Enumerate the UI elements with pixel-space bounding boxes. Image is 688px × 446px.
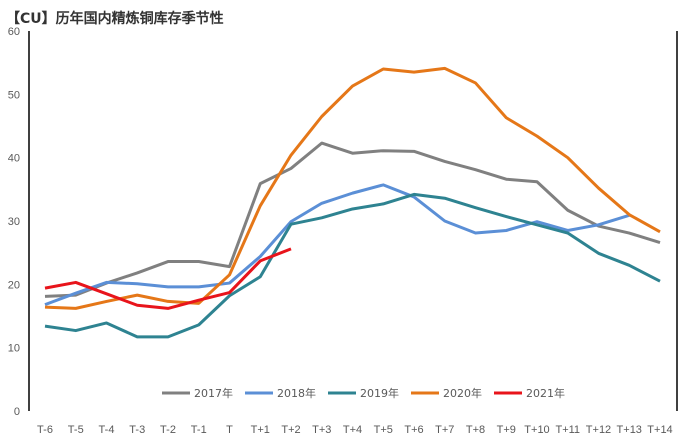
x-tick-label: T+9 bbox=[497, 424, 516, 436]
x-tick-label: T bbox=[226, 424, 233, 436]
legend-label: 2018年 bbox=[277, 386, 316, 400]
legend-label: 2017年 bbox=[194, 386, 233, 400]
series-line-2017年 bbox=[44, 141, 661, 298]
x-tick-label: T-4 bbox=[99, 424, 115, 436]
x-tick-label: T+11 bbox=[555, 424, 580, 436]
x-tick-label: T+6 bbox=[404, 424, 423, 436]
y-tick-label: 0 bbox=[14, 406, 20, 418]
x-tick-label: T+4 bbox=[343, 424, 362, 436]
x-tick-label: T+10 bbox=[524, 424, 549, 436]
y-tick-label: 20 bbox=[8, 279, 20, 291]
y-tick-label: 30 bbox=[8, 216, 20, 228]
x-tick-label: T+5 bbox=[374, 424, 393, 436]
legend-label: 2021年 bbox=[526, 386, 565, 400]
x-tick-label: T-5 bbox=[68, 424, 84, 436]
x-tick-label: T+12 bbox=[586, 424, 611, 436]
y-tick-label: 60 bbox=[8, 26, 20, 38]
y-tick-label: 10 bbox=[8, 343, 20, 355]
y-tick-label: 50 bbox=[8, 89, 20, 101]
x-tick-label: T+13 bbox=[617, 424, 642, 436]
y-tick-label: 40 bbox=[8, 153, 20, 165]
series-line-2019年 bbox=[44, 192, 661, 339]
x-tick-label: T+3 bbox=[312, 424, 331, 436]
x-tick-label: T+14 bbox=[647, 424, 672, 436]
x-tick-label: T+7 bbox=[435, 424, 454, 436]
x-tick-label: T-6 bbox=[37, 424, 53, 436]
x-tick-label: T+2 bbox=[281, 424, 300, 436]
x-tick-label: T-3 bbox=[129, 424, 145, 436]
chart-title: 【CU】历年国内精炼铜库存季节性 bbox=[6, 11, 224, 27]
legend-label: 2019年 bbox=[360, 386, 399, 400]
series-line-2018年 bbox=[44, 183, 630, 307]
x-tick-label: T+1 bbox=[251, 424, 270, 436]
x-tick-label: T+8 bbox=[466, 424, 485, 436]
legend-label: 2020年 bbox=[443, 386, 482, 400]
series-line-2021年 bbox=[44, 247, 292, 310]
x-tick-label: T-1 bbox=[191, 424, 207, 436]
x-tick-label: T-2 bbox=[160, 424, 176, 436]
